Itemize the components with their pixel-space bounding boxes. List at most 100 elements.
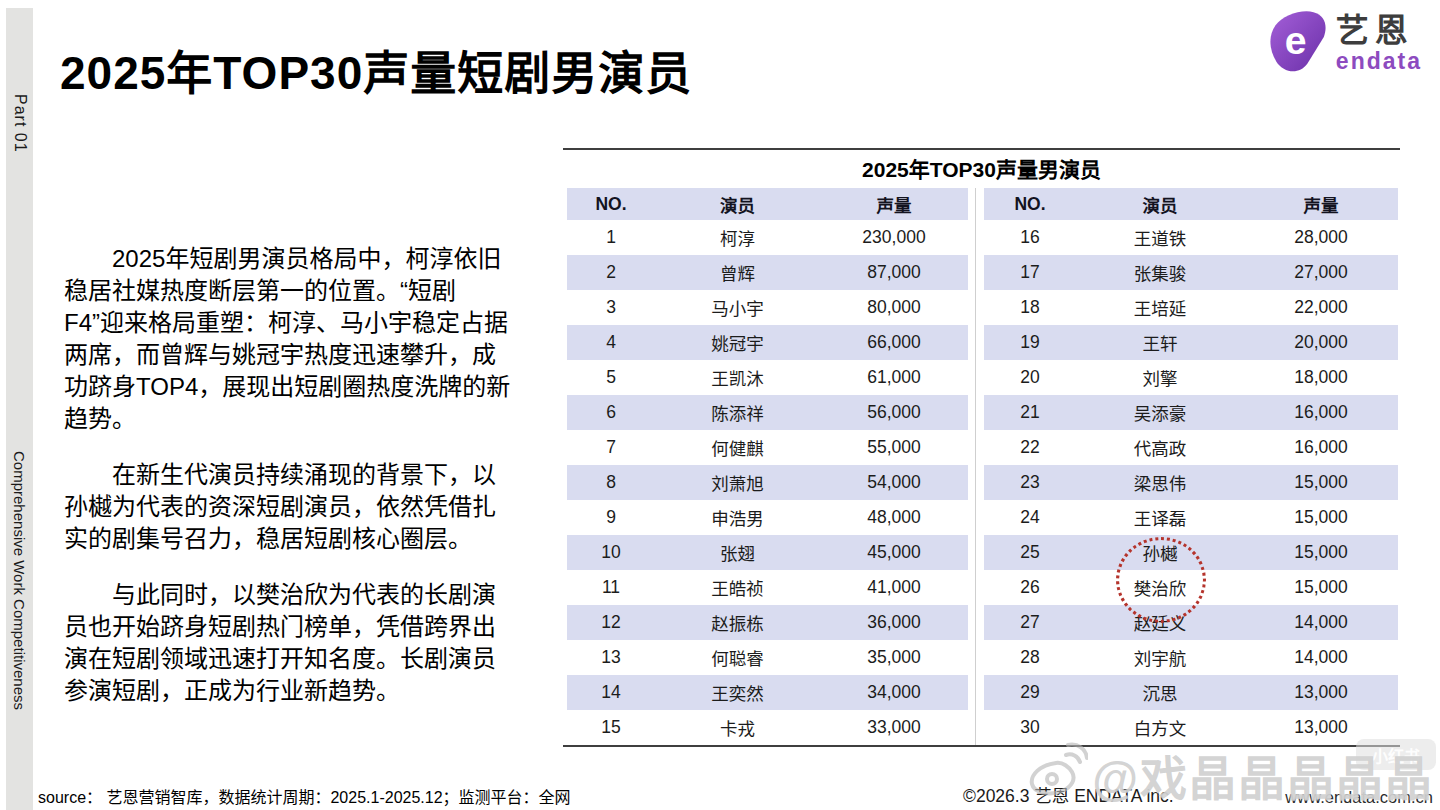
table-row: 20刘擎18,000 <box>984 360 1398 395</box>
table-row: 13何聪睿35,000 <box>567 640 968 675</box>
table-divider <box>975 188 976 745</box>
logo-text-en: endata <box>1336 48 1422 74</box>
volume-cell: 18,000 <box>1244 360 1398 395</box>
website-url: www.endata.com.cn <box>1285 788 1433 807</box>
col-header-actor: 演员 <box>1076 188 1244 220</box>
svg-text:e: e <box>1284 19 1306 62</box>
rank-cell: 19 <box>984 325 1076 360</box>
table-row: 5王凯沐61,000 <box>567 360 968 395</box>
volume-cell: 66,000 <box>820 325 968 360</box>
rank-cell: 29 <box>984 675 1076 710</box>
rank-cell: 8 <box>567 465 655 500</box>
actor-cell: 王培延 <box>1076 290 1244 325</box>
rank-cell: 3 <box>567 290 655 325</box>
table-header-row: NO. 演员 声量 <box>567 188 968 220</box>
actor-cell: 刘擎 <box>1076 360 1244 395</box>
rank-cell: 17 <box>984 255 1076 290</box>
table-row: 24王译磊15,000 <box>984 500 1398 535</box>
volume-cell: 45,000 <box>820 535 968 570</box>
actor-cell: 王轩 <box>1076 325 1244 360</box>
actor-cell: 王道铁 <box>1076 220 1244 255</box>
volume-cell: 36,000 <box>820 605 968 640</box>
actor-cell: 曾辉 <box>655 255 820 290</box>
actor-cell: 刘宇航 <box>1076 640 1244 675</box>
table-row: 29沉思13,000 <box>984 675 1398 710</box>
col-header-no: NO. <box>984 188 1076 220</box>
table-row: 21吴添豪16,000 <box>984 395 1398 430</box>
rank-cell: 2 <box>567 255 655 290</box>
ranking-table-card: 2025年TOP30声量男演员 NO. 演员 声量 1柯淳230,0002曾辉8… <box>563 148 1400 747</box>
volume-cell: 230,000 <box>820 220 968 255</box>
volume-cell: 22,000 <box>1244 290 1398 325</box>
volume-cell: 61,000 <box>820 360 968 395</box>
col-header-volume: 声量 <box>1244 188 1398 220</box>
actor-cell: 张翅 <box>655 535 820 570</box>
sidebar-caption: Comprehensive Work Competitiveness <box>11 451 28 710</box>
analysis-paragraph-3: 与此同时，以樊治欣为代表的长剧演员也开始跻身短剧热门榜单，凭借跨界出演在短剧领域… <box>64 579 512 707</box>
table-row: 6陈添祥56,000 <box>567 395 968 430</box>
actor-cell: 马小宇 <box>655 290 820 325</box>
table-row: 10张翅45,000 <box>567 535 968 570</box>
volume-cell: 13,000 <box>1244 710 1398 745</box>
volume-cell: 27,000 <box>1244 255 1398 290</box>
rank-cell: 14 <box>567 675 655 710</box>
rank-cell: 11 <box>567 570 655 605</box>
actor-cell: 白方文 <box>1076 710 1244 745</box>
rank-cell: 1 <box>567 220 655 255</box>
actor-cell: 申浩男 <box>655 500 820 535</box>
table-row: 3马小宇80,000 <box>567 290 968 325</box>
table-row: 11王皓祯41,000 <box>567 570 968 605</box>
table-row: 2曾辉87,000 <box>567 255 968 290</box>
table-row: 7何健麒55,000 <box>567 430 968 465</box>
table-row: 18王培延22,000 <box>984 290 1398 325</box>
actor-cell: 何健麒 <box>655 430 820 465</box>
volume-cell: 54,000 <box>820 465 968 500</box>
table-row: 8刘萧旭54,000 <box>567 465 968 500</box>
rank-cell: 6 <box>567 395 655 430</box>
volume-cell: 16,000 <box>1244 395 1398 430</box>
rank-cell: 22 <box>984 430 1076 465</box>
volume-cell: 33,000 <box>820 710 968 745</box>
logo-text-zh: 艺恩 <box>1336 14 1414 48</box>
part-sidebar: Part 01 Comprehensive Work Competitivene… <box>6 8 33 810</box>
actor-cell: 王奕然 <box>655 675 820 710</box>
volume-cell: 56,000 <box>820 395 968 430</box>
volume-cell: 28,000 <box>1244 220 1398 255</box>
rank-cell: 25 <box>984 535 1076 570</box>
actor-cell: 张集骏 <box>1076 255 1244 290</box>
analysis-text: 2025年短剧男演员格局中，柯淳依旧稳居社媒热度断层第一的位置。“短剧F4”迎来… <box>64 243 512 731</box>
rank-cell: 5 <box>567 360 655 395</box>
volume-cell: 41,000 <box>820 570 968 605</box>
endata-logo: e 艺恩 endata <box>1264 8 1422 78</box>
table-row: 16王道铁28,000 <box>984 220 1398 255</box>
rank-cell: 7 <box>567 430 655 465</box>
table-row: 9申浩男48,000 <box>567 500 968 535</box>
actor-cell: 赵振栋 <box>655 605 820 640</box>
rank-cell: 9 <box>567 500 655 535</box>
copyright-text: ©2026.3 艺恩 ENDATA inc. <box>963 782 1174 807</box>
analysis-paragraph-1: 2025年短剧男演员格局中，柯淳依旧稳居社媒热度断层第一的位置。“短剧F4”迎来… <box>64 243 512 435</box>
rank-cell: 26 <box>984 570 1076 605</box>
rank-cell: 18 <box>984 290 1076 325</box>
volume-cell: 15,000 <box>1244 500 1398 535</box>
rank-cell: 12 <box>567 605 655 640</box>
report-slide: Part 01 Comprehensive Work Competitivene… <box>0 0 1440 810</box>
actor-cell: 王凯沐 <box>655 360 820 395</box>
rank-cell: 24 <box>984 500 1076 535</box>
rank-cell: 27 <box>984 605 1076 640</box>
actor-cell: 陈添祥 <box>655 395 820 430</box>
rank-cell: 23 <box>984 465 1076 500</box>
col-header-actor: 演员 <box>655 188 820 220</box>
table-row: 1柯淳230,000 <box>567 220 968 255</box>
actor-cell: 沉思 <box>1076 675 1244 710</box>
volume-cell: 35,000 <box>820 640 968 675</box>
table-row: 4姚冠宇66,000 <box>567 325 968 360</box>
highlight-circle <box>1116 537 1206 623</box>
ranking-table-right: NO. 演员 声量 16王道铁28,00017张集骏27,00018王培延22,… <box>984 188 1398 745</box>
volume-cell: 15,000 <box>1244 465 1398 500</box>
col-header-no: NO. <box>567 188 655 220</box>
table-row: 17张集骏27,000 <box>984 255 1398 290</box>
actor-cell: 梁思伟 <box>1076 465 1244 500</box>
actor-cell: 姚冠宇 <box>655 325 820 360</box>
source-note: source： 艺恩营销智库，数据统计周期：2025.1-2025.12；监测平… <box>38 784 571 808</box>
